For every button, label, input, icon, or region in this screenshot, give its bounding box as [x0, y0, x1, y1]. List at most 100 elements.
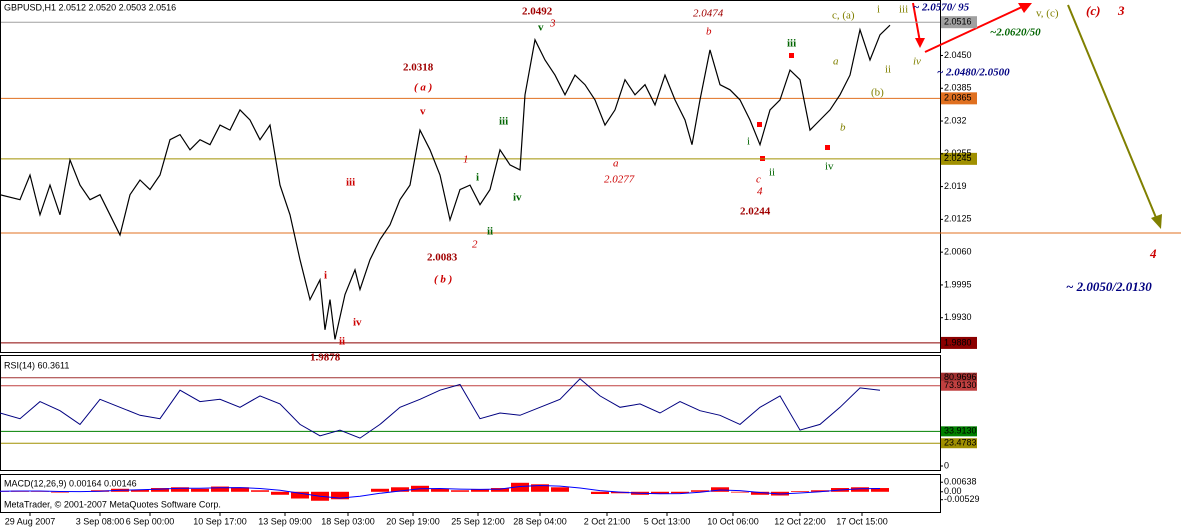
macd-title: MACD(12,26,9) 0.00164 0.00146: [4, 478, 137, 488]
macd-bar: [811, 490, 829, 492]
wave-annotation: i: [747, 136, 750, 148]
x-tick-label: 25 Sep 12:00: [451, 516, 505, 526]
macd-bar: [851, 487, 869, 492]
arrowhead: [1151, 214, 1162, 229]
price-box: [941, 152, 977, 165]
price-box-label: 2.0516: [944, 17, 972, 27]
wave-annotation: v, (c): [1036, 8, 1059, 20]
y-tick-label: 1.9995: [944, 279, 972, 289]
x-tick-label: 20 Sep 19:00: [386, 516, 440, 526]
wave-annotation: c: [756, 174, 761, 186]
x-tick-label: 10 Oct 06:00: [707, 516, 759, 526]
wave-annotation: i: [877, 4, 880, 16]
wave-annotation: ~ 2.0570/ 95: [913, 2, 970, 14]
wave-annotation: 2.0083: [427, 252, 458, 264]
macd-bar: [671, 491, 689, 494]
wave-annotation: iii: [499, 116, 508, 128]
price-box: [941, 336, 977, 349]
wave-annotation: 2.0474: [693, 8, 724, 20]
macd-bar: [211, 486, 229, 492]
marker: [757, 122, 762, 127]
x-tick-label: 29 Aug 2007: [5, 516, 56, 526]
x-tick-label: 3 Sep 08:00: [76, 516, 125, 526]
price-box-label: 2.0245: [944, 153, 972, 163]
wave-annotation: ii: [339, 336, 345, 348]
y-tick-label: 2.0060: [944, 247, 972, 257]
rsi-box: [941, 438, 977, 449]
wave-annotation: iv: [913, 56, 921, 68]
rsi-box: [941, 372, 977, 383]
rsi-line: [0, 378, 881, 439]
rsi-box-label: 23.4783: [944, 438, 977, 448]
wave-annotation: iv: [353, 317, 362, 329]
y-tick-label: 2.019: [944, 181, 967, 191]
macd-bar: [291, 491, 309, 499]
macd-tick-label: 0.00638: [944, 477, 977, 487]
macd-bar: [271, 491, 289, 495]
rsi-box: [941, 426, 977, 437]
wave-annotation: ~ 2.0480/2.0500: [937, 67, 1010, 79]
macd-bar: [371, 488, 389, 492]
y-tick-label: 2.0450: [944, 50, 972, 60]
macd-tick-label: 0.00: [944, 486, 962, 496]
macd-panel: [0, 474, 941, 513]
wave-annotation: ii: [769, 167, 775, 179]
wave-annotation: 2: [472, 239, 478, 251]
x-tick-label: 28 Sep 04:00: [513, 516, 567, 526]
macd-bar: [791, 491, 809, 492]
wave-annotation: 1.9878: [310, 352, 341, 364]
wave-annotation: 2.0244: [740, 206, 771, 218]
wave-annotation: 2.0492: [522, 6, 553, 18]
macd-bar: [731, 491, 749, 493]
y-tick-label: 2.0255: [944, 148, 972, 158]
wave-annotation: 4: [1149, 246, 1157, 261]
wave-annotation: v: [538, 22, 544, 34]
wave-annotation: ii: [487, 226, 493, 238]
rsi-box: [941, 380, 977, 391]
macd-bar: [651, 491, 669, 495]
wave-annotation: ~ 2.0050/2.0130: [1066, 279, 1152, 294]
macd-bar: [531, 484, 549, 492]
macd-bar: [391, 487, 409, 492]
wave-annotation: ~2.0620/50: [990, 27, 1041, 39]
marker: [825, 145, 830, 150]
macd-bar: [591, 491, 609, 495]
wave-annotation: iv: [825, 161, 834, 173]
x-tick-label: 18 Sep 03:00: [321, 516, 375, 526]
wave-annotation: (b): [871, 87, 884, 99]
macd-bar: [331, 491, 349, 500]
rsi-tick-label: 0: [944, 460, 949, 470]
macd-tick-label: -0.00529: [944, 494, 980, 504]
x-tick-label: 12 Oct 22:00: [774, 516, 826, 526]
wave-annotation: iv: [513, 192, 522, 204]
macd-bar: [51, 491, 69, 493]
wave-annotation: 2.0277: [604, 174, 635, 186]
macd-bar: [691, 490, 709, 492]
x-tick-label: 13 Sep 09:00: [258, 516, 312, 526]
macd-bar: [471, 489, 489, 492]
chart-title: GBPUSD,H1 2.0512 2.0520 2.0503 2.0516: [4, 2, 176, 12]
y-tick-label: 1.9930: [944, 312, 972, 322]
macd-bar: [871, 488, 889, 492]
wave-annotation: i: [324, 270, 327, 282]
wave-annotation: (c): [1086, 3, 1100, 18]
price-box-label: 1.9880: [944, 337, 972, 347]
wave-annotation: b: [840, 122, 846, 134]
wave-annotation: iii: [899, 4, 908, 16]
macd-bar: [151, 488, 169, 492]
arrowhead: [1018, 3, 1032, 13]
rsi-box-label: 80.9696: [944, 372, 977, 382]
wave-annotation: 1: [463, 154, 469, 166]
macd-bar: [191, 488, 209, 492]
x-tick-label: 10 Sep 17:00: [193, 516, 247, 526]
price-box: [941, 92, 977, 105]
wave-annotation: iii: [787, 38, 796, 50]
macd-bar: [491, 488, 509, 492]
macd-signal: [0, 484, 881, 499]
macd-bar: [431, 488, 449, 492]
price-line: [0, 24, 891, 340]
wave-annotation: c, (a): [832, 10, 855, 22]
rsi-box-label: 33.9130: [944, 426, 977, 436]
